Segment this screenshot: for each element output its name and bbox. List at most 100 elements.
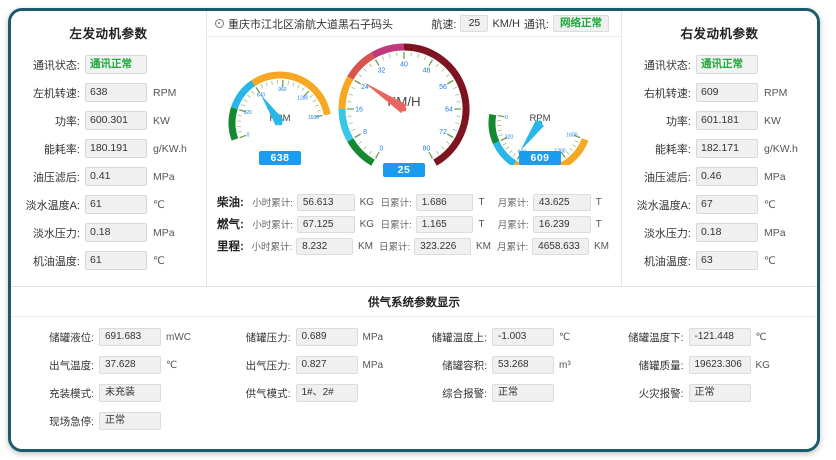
right-engine-param-row: 淡水压力: 0.18 MPa [630,220,809,245]
counter-day-unit: T [478,218,485,230]
gas-param-row: 出气温度: 37.628 ℃ [21,353,218,377]
left-engine-param-value: 61 [85,251,147,270]
vessel-location: 重庆市江北区渝航大道黑石子码头 [215,16,393,32]
right-engine-param-value: 通讯正常 [696,55,758,74]
gas-param-label: 储罐容积: [442,359,487,372]
svg-text:1280: 1280 [297,95,308,101]
right-engine-param-unit: MPa [764,170,786,183]
right-engine-param-value: 0.46 [696,167,758,186]
right-engine-param-label: 能耗率: [654,143,691,156]
left-engine-param-row: 油压滤后: 0.41 MPa [19,164,198,189]
gas-param-row: 储罐温度下: -121.448 ℃ [611,325,808,349]
gas-param-row: 现场急停: 正常 [21,409,218,433]
counter-day-value: 1.165 [415,215,474,233]
gas-param-row: 储罐压力: 0.689 MPa [218,325,415,349]
left-engine-param-label: 机油温度: [32,255,80,268]
right-engine-param-row: 功率: 601.181 KW [630,108,809,133]
counter-hour-value: 56.613 [296,193,355,211]
svg-text:32: 32 [378,67,386,74]
right-engine-param-row: 通讯状态: 通讯正常 [630,52,809,77]
gas-param-label: 储罐质量: [638,359,684,372]
svg-text:80: 80 [423,145,431,152]
gas-param-value: 0.827 [295,356,358,374]
gas-param-label: 出气温度: [49,359,94,372]
left-engine-param-value: 638 [85,83,147,102]
right-rpm-badge: 609 [519,151,561,165]
status-header: 重庆市江北区渝航大道黑石子码头 航速: 25 KM/H 通讯: 网络正常 [207,11,621,37]
right-engine-param-row: 机油温度: 63 ℃ [630,248,809,273]
gas-param-value: 正常 [99,412,161,430]
right-engine-param-unit: ℃ [764,254,776,267]
right-engine-param-label: 淡水压力: [643,227,691,240]
left-engine-param-unit: MPa [153,226,175,239]
svg-text:0: 0 [247,132,250,138]
counter-hour-unit: KG [359,218,375,230]
counter-row: 里程: 小时累计: 8.232 KM 日累计: 323.226 KM 月累计: 4658.633… [217,235,615,257]
counter-day-value: 323.226 [414,237,471,255]
left-engine-param-row: 左机转速: 638 RPM [19,80,198,105]
svg-text:RPM: RPM [529,113,550,124]
gas-param-label: 储罐液位: [49,331,94,344]
right-engine-panel-title: 右发动机参数 [680,27,759,41]
right-engine-param-value: 0.18 [696,223,758,242]
svg-text:40: 40 [400,61,408,68]
svg-text:320: 320 [243,110,252,116]
right-engine-param-row: 右机转速: 609 RPM [630,80,809,105]
gas-param-value: 1#、2# [295,384,358,402]
gas-param-unit: ℃ [166,359,178,371]
counter-day-unit: KM [476,240,491,252]
consumption-counters: 柴油: 小时累计: 56.613 KG 日累计: 1.686 T 月累计: 43.625 T 燃气:… [207,189,621,257]
left-engine-param-unit: KW [153,114,170,127]
left-rpm-gauge: 032064096012801600RPM 638 [221,55,339,170]
gas-param-label: 储罐温度上: [431,331,487,344]
svg-text:960: 960 [278,87,287,93]
left-engine-param-value: 通讯正常 [85,55,147,74]
right-engine-param-value: 67 [696,195,758,214]
left-engine-param-value: 600.301 [85,111,147,130]
gas-param-value: 未充装 [99,384,161,402]
gas-param-value: 691.683 [99,328,161,346]
gas-param-label: 出气压力: [245,359,291,372]
right-engine-param-row: 能耗率: 182.171 g/KW.h [630,136,809,161]
left-engine-param-value: 0.18 [85,223,147,242]
left-engine-param-label: 油压滤后: [32,171,80,184]
gas-param-unit: MPa [362,359,384,371]
speed-value: 25 [460,15,489,32]
left-rpm-badge: 638 [259,151,301,165]
right-engine-param-value: 601.181 [696,111,758,130]
gas-param-unit: mWC [166,331,191,343]
counter-hour-label: 小时累计: [252,220,293,231]
right-engine-param-label: 通讯状态: [643,59,691,72]
left-engine-param-row: 功率: 600.301 KW [19,108,198,133]
right-engine-param-unit: RPM [764,86,788,99]
app-content: 左发动机参数 通讯状态: 通讯正常 左机转速: 638 RPM 功率: 600.301 KW 能… [11,11,817,449]
right-engine-param-unit: MPa [764,226,786,239]
left-engine-param-value: 61 [85,195,147,214]
left-engine-param-row: 淡水压力: 0.18 MPa [19,220,198,245]
counter-day-unit: T [478,196,485,208]
left-engine-param-row: 通讯状态: 通讯正常 [19,52,198,77]
counter-row: 燃气: 小时累计: 67.125 KG 日累计: 1.165 T 月累计: 16.239 T [217,213,615,235]
speed-label: 航速: [431,18,457,31]
left-engine-panel: 左发动机参数 通讯状态: 通讯正常 左机转速: 638 RPM 功率: 600.301 KW 能… [11,11,207,286]
counter-month-label: 月累计: [497,242,529,253]
svg-text:48: 48 [423,67,431,74]
right-engine-param-list: 通讯状态: 通讯正常 右机转速: 609 RPM 功率: 601.181 KW 能耗率: 182.… [630,52,809,273]
gas-param-value: 0.689 [295,328,358,346]
counter-month-unit: T [595,196,602,208]
counter-month-value: 4658.633 [532,237,589,255]
gas-param-row: 储罐容积: 53.268 m³ [414,353,611,377]
left-engine-param-list: 通讯状态: 通讯正常 左机转速: 638 RPM 功率: 600.301 KW 能耗率: 180.… [19,52,198,273]
gas-system-param-grid: 储罐液位: 691.683 mWC 储罐压力: 0.689 MPa 储罐温度上: -1.003… [11,317,817,433]
gas-param-value: -121.448 [688,328,751,346]
comm-status-badge: 网络正常 [553,15,609,32]
left-engine-param-label: 淡水压力: [32,227,80,240]
right-engine-param-unit: ℃ [764,198,776,211]
location-text: 重庆市江北区渝航大道黑石子码头 [228,18,393,31]
gas-param-label: 储罐压力: [245,331,291,344]
left-engine-param-label: 能耗率: [43,143,80,156]
counter-month-label: 月累计: [497,220,529,231]
counter-month-label: 月累计: [497,198,529,209]
location-pin-icon [215,19,224,28]
right-engine-param-unit: KW [764,114,781,127]
